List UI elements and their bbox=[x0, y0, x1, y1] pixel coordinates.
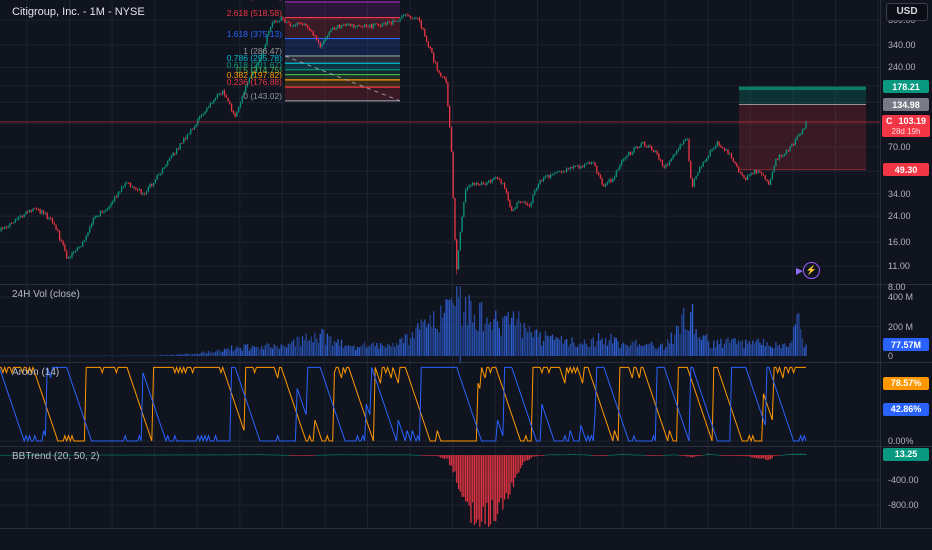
aroon-up-badge: 78.57% bbox=[883, 376, 929, 390]
bbtrend-axis-label: -400.00 bbox=[888, 475, 919, 485]
fib-level-label: 0.618 (231.67) bbox=[226, 59, 282, 70]
volume-axis-label: 400 M bbox=[888, 292, 914, 302]
price-axis-label: 16.00 bbox=[888, 237, 911, 248]
bbtrend-indicator-legend[interactable]: BBTrend (20, 50, 2) bbox=[12, 451, 100, 462]
chart-canvas[interactable] bbox=[0, 0, 932, 528]
price-axis-label: 8.00 bbox=[888, 282, 906, 292]
grid-lines bbox=[0, 0, 880, 528]
time-axis[interactable]: 1989199119931995199719992001200320052007… bbox=[0, 528, 932, 550]
price-axis-label: 240.00 bbox=[888, 62, 916, 73]
price-axis-label: 11.00 bbox=[888, 261, 910, 272]
price-axis-label: 34.00 bbox=[888, 188, 911, 199]
stop-price-badge: 49.30 bbox=[883, 163, 929, 177]
target-price-badge: 178.21 bbox=[883, 80, 929, 94]
volume-axis-label: 0 bbox=[888, 351, 894, 361]
fib-level-label: 0.5 (214.75) bbox=[236, 64, 282, 75]
entry-price-badge: 134.98 bbox=[883, 98, 929, 112]
symbol-legend[interactable]: Citigroup, Inc. - 1M - NYSE bbox=[12, 6, 145, 18]
aroon-axis-label: 0.00% bbox=[888, 436, 914, 446]
aroon-down-badge: 42.86% bbox=[883, 402, 929, 416]
last-price-badge: C 103.19 28d 19h bbox=[882, 114, 930, 138]
fib-level-label: 0.236 (176.88) bbox=[226, 77, 282, 88]
symbol-marker: C bbox=[886, 115, 893, 126]
fib-level-label: 0.786 (255.78) bbox=[226, 53, 282, 64]
bar-countdown: 28d 19h bbox=[891, 126, 921, 136]
pane-dividers bbox=[0, 0, 932, 528]
price-axis-label: 24.00 bbox=[888, 211, 911, 222]
quick-action-lightning-icon[interactable]: ⚡ bbox=[803, 262, 820, 279]
bbtrend-value-badge: 13.25 bbox=[883, 447, 929, 461]
aroon-series bbox=[0, 365, 807, 443]
price-axis-label: 70.00 bbox=[888, 141, 911, 152]
volume-axis-label: 200 M bbox=[888, 321, 914, 332]
volume-series bbox=[0, 286, 807, 364]
bbtrend-series bbox=[0, 453, 807, 527]
fib-level-label: 0 (143.02) bbox=[243, 90, 282, 101]
fib-level-label: 2.618 (518.58) bbox=[226, 7, 282, 18]
last-price-value: 103.19 bbox=[898, 115, 926, 126]
volume-value-badge: 77.57M bbox=[883, 338, 929, 352]
bbtrend-axis-label: -800.00 bbox=[888, 500, 919, 510]
fib-retracement-drawing[interactable] bbox=[284, 1, 401, 102]
aroon-indicator-legend[interactable]: Aroon (14) bbox=[12, 367, 60, 378]
volume-indicator-legend[interactable]: 24H Vol (close) bbox=[12, 289, 80, 300]
cursor-pointer-icon bbox=[796, 268, 803, 275]
candlestick-series bbox=[0, 13, 807, 275]
fib-level-label: 1 (286.47) bbox=[243, 45, 282, 56]
currency-button[interactable]: USD bbox=[886, 3, 928, 21]
long-position-tool[interactable] bbox=[739, 86, 866, 171]
fib-level-label: 0.382 (197.82) bbox=[226, 69, 282, 80]
fib-level-label: 1.618 (375.13) bbox=[226, 28, 282, 39]
fib-level-label: 3.618 (662.03) bbox=[170, 0, 282, 2]
price-axis-label: 340.00 bbox=[888, 39, 916, 50]
